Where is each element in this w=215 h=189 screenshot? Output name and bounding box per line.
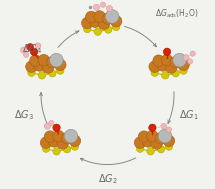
Circle shape [104,26,112,33]
Circle shape [106,5,113,12]
Circle shape [98,18,110,30]
Circle shape [105,10,119,23]
Circle shape [112,23,120,31]
Text: $\Delta G_1$: $\Delta G_1$ [179,108,199,122]
Circle shape [38,54,49,66]
Circle shape [166,127,172,132]
Circle shape [103,13,114,24]
Text: $\Delta G_3$: $\Delta G_3$ [14,108,34,122]
Circle shape [49,70,56,77]
Circle shape [69,135,81,147]
Circle shape [149,124,156,131]
Circle shape [64,129,78,143]
Circle shape [136,145,144,152]
Circle shape [89,16,101,28]
Circle shape [138,131,150,142]
Circle shape [94,28,101,35]
Circle shape [149,61,160,72]
Circle shape [187,59,193,64]
Text: $\Delta G_4$: $\Delta G_4$ [23,43,43,56]
Circle shape [42,62,54,73]
Circle shape [157,146,165,153]
Circle shape [85,11,97,23]
Circle shape [147,148,154,155]
Circle shape [165,143,173,150]
Circle shape [63,146,71,153]
Circle shape [71,143,79,150]
Circle shape [147,130,158,142]
Circle shape [47,57,58,68]
Circle shape [53,124,60,131]
Text: $\Delta G_{\rm ads}(\rm H_2O)$: $\Delta G_{\rm ads}(\rm H_2O)$ [155,8,199,20]
Circle shape [53,148,60,155]
Circle shape [161,54,173,66]
Circle shape [94,11,105,22]
Circle shape [142,136,154,147]
Circle shape [84,25,91,33]
Circle shape [151,138,162,149]
Circle shape [49,120,54,126]
Circle shape [28,69,35,76]
Circle shape [151,69,158,76]
Circle shape [183,55,189,60]
Circle shape [48,136,60,147]
Circle shape [100,2,106,7]
Circle shape [34,60,45,71]
Circle shape [157,60,168,71]
Circle shape [93,4,100,10]
Circle shape [30,48,38,55]
Circle shape [42,145,50,152]
Circle shape [35,43,41,49]
Circle shape [173,53,186,67]
Circle shape [172,70,179,77]
Circle shape [40,137,52,148]
Circle shape [163,135,175,147]
Circle shape [158,129,172,143]
Circle shape [170,57,181,68]
Circle shape [190,51,195,56]
Circle shape [166,62,177,73]
Circle shape [61,132,73,144]
Circle shape [30,55,41,67]
Circle shape [44,123,51,129]
Circle shape [49,53,63,67]
Circle shape [38,72,46,79]
Circle shape [55,59,66,71]
Circle shape [57,67,64,74]
Circle shape [178,59,189,71]
Circle shape [24,52,29,57]
Circle shape [53,130,64,142]
Text: $\Delta G_2$: $\Delta G_2$ [98,173,117,186]
Circle shape [155,132,167,144]
Circle shape [180,67,187,74]
Circle shape [27,44,34,50]
Circle shape [161,123,167,129]
Circle shape [161,72,169,79]
Circle shape [20,47,27,53]
Circle shape [163,48,171,55]
Circle shape [57,138,68,149]
Circle shape [44,131,56,142]
Circle shape [134,137,146,148]
Circle shape [81,17,93,29]
Circle shape [26,61,37,72]
Circle shape [110,15,122,27]
Circle shape [153,55,164,67]
